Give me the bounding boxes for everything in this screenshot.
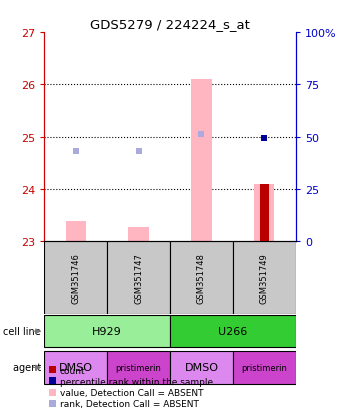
- Bar: [170, 242, 233, 314]
- Text: GSM351747: GSM351747: [134, 252, 143, 303]
- Text: GSM351746: GSM351746: [71, 252, 80, 303]
- Text: H929: H929: [92, 326, 122, 337]
- Text: DMSO: DMSO: [185, 363, 219, 373]
- Bar: [233, 242, 296, 314]
- Bar: [260, 184, 269, 242]
- Bar: [66, 222, 86, 242]
- Text: GSM351748: GSM351748: [197, 252, 206, 303]
- Bar: [44, 316, 170, 347]
- Bar: [44, 351, 107, 384]
- Text: DMSO: DMSO: [59, 363, 92, 373]
- Bar: [233, 351, 296, 384]
- Bar: [107, 242, 170, 314]
- Bar: [129, 227, 149, 242]
- Text: agent: agent: [13, 363, 44, 373]
- Text: cell line: cell line: [3, 326, 44, 337]
- Bar: [191, 80, 211, 242]
- Text: pristimerin: pristimerin: [116, 363, 162, 372]
- Bar: [107, 351, 170, 384]
- Bar: [170, 351, 233, 384]
- Legend: count, percentile rank within the sample, value, Detection Call = ABSENT, rank, : count, percentile rank within the sample…: [49, 366, 213, 408]
- Bar: [170, 316, 296, 347]
- Text: GSM351749: GSM351749: [260, 252, 269, 303]
- Text: pristimerin: pristimerin: [241, 363, 287, 372]
- Text: U266: U266: [218, 326, 248, 337]
- Title: GDS5279 / 224224_s_at: GDS5279 / 224224_s_at: [90, 17, 250, 31]
- Bar: [44, 242, 107, 314]
- Bar: [254, 184, 274, 242]
